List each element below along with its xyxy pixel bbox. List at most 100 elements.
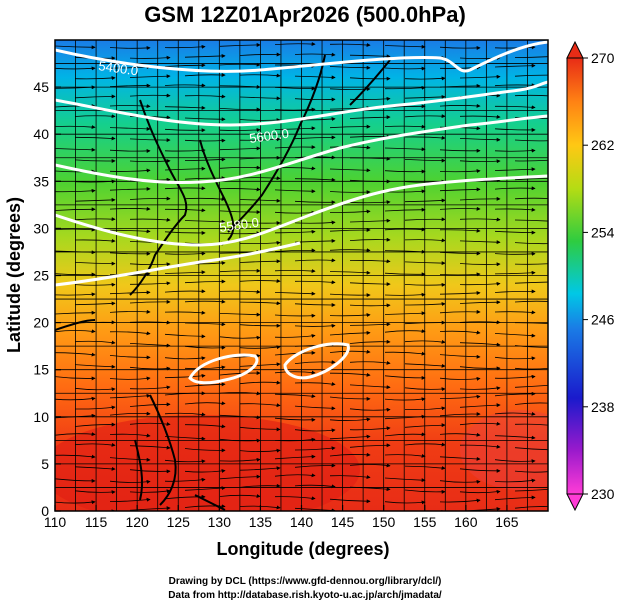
streamline-arrow — [164, 83, 206, 88]
streamline-arrow — [384, 477, 426, 483]
streamline-arrow — [219, 187, 261, 192]
streamline-arrow — [349, 303, 391, 308]
colorbar-tick-label: 238 — [591, 399, 615, 415]
streamline-arrow — [349, 339, 391, 344]
streamline-arrow — [439, 498, 481, 503]
streamline-arrow — [514, 159, 548, 162]
x-tick-label: 165 — [495, 514, 519, 530]
streamline-arrow — [219, 146, 261, 151]
streamline-arrow — [384, 432, 426, 437]
kuril-coast — [349, 59, 391, 106]
streamline-arrow — [384, 207, 426, 212]
y-tick-label: 45 — [33, 79, 49, 95]
streamline-arrow — [459, 74, 501, 79]
streamline-arrow — [274, 145, 316, 150]
streamline-arrow — [459, 114, 501, 119]
streamline-arrow — [294, 428, 336, 433]
streamline-arrow — [274, 393, 316, 399]
streamline-arrow — [404, 114, 446, 119]
streamline-arrow — [239, 118, 281, 123]
streamline-arrow — [494, 230, 536, 235]
streamline-arrow — [514, 402, 548, 405]
streamline-arrow — [439, 83, 481, 88]
streamline-arrow — [129, 74, 171, 79]
streamline-arrow — [55, 329, 96, 334]
streamline-arrow — [129, 262, 171, 267]
streamline-arrow — [55, 207, 96, 212]
streamline-arrow — [274, 107, 316, 112]
streamline-arrow — [404, 423, 446, 428]
streamline-arrow — [219, 42, 261, 47]
x-tick-label: 150 — [372, 514, 396, 530]
streamline-arrow — [494, 167, 536, 172]
streamline-arrow — [404, 489, 446, 494]
streamline-arrow — [294, 446, 336, 451]
streamline-arrow — [164, 333, 206, 339]
y-axis-ticks: 0 5 10 15 20 25 30 35 40 45 — [33, 79, 61, 519]
streamline-arrow — [219, 312, 261, 317]
streamline-arrow — [129, 281, 171, 286]
streamline-arrow — [329, 434, 371, 440]
streamline-arrow — [514, 423, 548, 426]
streamline-arrow — [349, 115, 391, 120]
streamline-arrow — [164, 186, 206, 191]
streamline-arrow — [494, 374, 536, 379]
streamline-arrow — [109, 290, 151, 295]
high-cell-west — [188, 353, 259, 385]
streamline-arrow — [329, 330, 371, 336]
streamline-arrow — [329, 65, 371, 70]
streamline-arrow — [494, 333, 536, 338]
contour-5460 — [55, 80, 548, 127]
streamline-arrow — [439, 412, 481, 417]
streamline-arrow — [459, 342, 501, 347]
streamline-arrow — [349, 179, 391, 184]
colorbar-ticks: 230 238 246 254 262 270 — [583, 50, 615, 502]
philippines-west — [134, 439, 144, 501]
streamline-arrow — [55, 45, 96, 50]
streamline-arrow — [239, 52, 281, 57]
streamline-arrow — [514, 178, 548, 181]
y-tick-label: 35 — [33, 173, 49, 189]
streamline-arrow — [74, 76, 116, 81]
colorbar-min-arrow — [566, 493, 584, 512]
streamline-arrow — [349, 76, 391, 81]
streamline-arrow — [184, 279, 226, 284]
streamline-arrow — [274, 248, 316, 253]
streamline-arrow — [494, 478, 536, 483]
streamline-arrow — [74, 217, 116, 222]
streamline-arrow — [294, 382, 336, 386]
streamline-arrow — [459, 262, 501, 267]
streamline-arrow — [109, 148, 151, 153]
streamline-arrow — [55, 272, 96, 277]
streamline-arrow — [349, 322, 391, 327]
streamline-arrow — [109, 355, 151, 360]
streamline-arrow — [384, 227, 426, 232]
x-tick-label: 130 — [208, 514, 232, 530]
streamline-arrow — [184, 117, 226, 122]
streamline-arrow — [514, 488, 548, 492]
streamline-arrow — [459, 403, 501, 408]
streamline-arrow — [459, 366, 501, 371]
y-tick-label: 20 — [33, 315, 49, 331]
streamline-arrow — [294, 484, 336, 489]
streamline-arrow — [349, 463, 391, 468]
streamline-arrow — [219, 457, 261, 462]
streamline-arrow — [129, 93, 171, 98]
streamline-arrow — [514, 345, 548, 348]
streamline-arrow — [459, 300, 501, 305]
streamline-arrow — [439, 330, 481, 335]
streamline-arrow — [384, 124, 426, 129]
geopotential-contours — [55, 40, 548, 385]
streamline-arrow — [439, 272, 481, 277]
streamline-arrow — [219, 438, 261, 443]
streamline-arrow — [294, 463, 336, 468]
streamline-arrow — [349, 200, 391, 205]
streamline-arrow — [74, 197, 116, 202]
streamline-arrow — [349, 54, 391, 59]
streamline-arrow — [74, 364, 116, 369]
x-tick-label: 125 — [167, 514, 191, 530]
streamline-arrow — [55, 454, 96, 459]
streamline-arrow — [439, 309, 481, 314]
x-tick-label: 135 — [249, 514, 273, 530]
streamline-arrow — [239, 448, 281, 453]
